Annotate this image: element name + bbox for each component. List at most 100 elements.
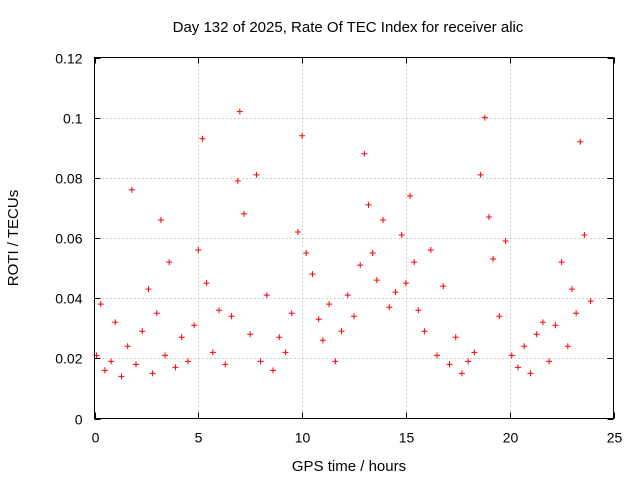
data-point <box>216 307 223 314</box>
data-point <box>270 367 277 374</box>
data-point <box>319 337 326 344</box>
data-point <box>577 138 584 145</box>
data-point <box>458 370 465 377</box>
data-point <box>332 358 339 365</box>
data-point <box>191 322 198 329</box>
data-point <box>471 349 478 356</box>
data-point <box>351 313 357 320</box>
data-point <box>402 280 409 287</box>
data-point <box>440 283 447 290</box>
x-tick-labels: 0 5 10 15 20 25 <box>92 430 623 446</box>
data-point <box>361 150 368 157</box>
data-point <box>533 331 540 338</box>
data-point <box>326 301 333 308</box>
data-point <box>392 289 399 296</box>
y-tick-label: 0.06 <box>55 231 82 247</box>
data-point <box>527 370 534 377</box>
data-point <box>434 352 441 359</box>
y-tick-label: 0.1 <box>63 111 83 127</box>
y-tick-label: 0.08 <box>55 171 82 187</box>
data-point <box>568 286 575 293</box>
data-point <box>380 216 387 223</box>
data-point <box>502 238 509 245</box>
data-point <box>199 135 206 142</box>
data-point <box>157 216 164 223</box>
data-point <box>203 280 210 287</box>
data-point <box>369 250 376 257</box>
x-tick-label: 25 <box>607 430 623 446</box>
data-point <box>398 231 405 238</box>
axis-ticks <box>94 57 615 420</box>
y-axis-label: ROTI / TECUs <box>5 190 22 286</box>
data-point <box>294 228 301 235</box>
grid-lines <box>94 57 614 419</box>
chart-title: Day 132 of 2025, Rate Of TEC Index for r… <box>173 19 524 36</box>
data-point <box>496 313 503 320</box>
data-point <box>477 171 484 178</box>
data-point <box>508 352 515 359</box>
data-point <box>222 361 229 368</box>
data-point <box>485 213 492 220</box>
data-point <box>427 247 434 254</box>
data-point <box>546 358 553 365</box>
data-point <box>515 364 522 371</box>
data-point <box>558 259 565 266</box>
data-point <box>195 247 202 254</box>
data-point <box>133 361 140 368</box>
data-point <box>184 358 191 365</box>
data-point <box>344 292 351 299</box>
x-tick-label: 5 <box>195 430 203 446</box>
data-point <box>162 352 169 359</box>
data-point <box>118 373 125 380</box>
data-point <box>101 367 108 374</box>
data-point <box>521 343 528 350</box>
data-point <box>145 286 152 293</box>
data-point <box>209 349 216 356</box>
x-tick-label: 15 <box>399 430 415 446</box>
data-point <box>288 310 295 317</box>
data-point <box>386 304 393 311</box>
data-point <box>315 316 322 323</box>
data-point <box>373 277 380 284</box>
data-point <box>253 171 260 178</box>
data-point <box>108 358 115 365</box>
data-point <box>365 201 372 208</box>
y-tick-label: 0.12 <box>55 51 82 67</box>
y-tick-label: 0.04 <box>55 291 82 307</box>
data-point <box>247 331 254 338</box>
data-point <box>452 334 459 341</box>
data-point <box>257 358 264 365</box>
data-point <box>97 301 104 308</box>
x-tick-label: 0 <box>92 430 100 446</box>
data-point <box>357 262 364 269</box>
data-point <box>552 322 559 329</box>
y-tick-label: 0 <box>75 412 83 428</box>
data-point <box>153 310 160 317</box>
data-point <box>282 349 289 356</box>
data-point <box>338 328 345 335</box>
x-tick-label: 10 <box>295 430 311 446</box>
data-point <box>172 364 179 371</box>
data-point <box>124 343 131 350</box>
x-tick-label: 20 <box>503 430 519 446</box>
data-point <box>112 319 119 326</box>
y-tick-labels: 0 0.02 0.04 0.06 0.08 0.1 0.12 <box>55 51 82 428</box>
data-point <box>228 313 235 320</box>
data-points <box>93 108 594 380</box>
data-point <box>166 259 173 266</box>
data-point <box>299 132 306 139</box>
plot-frame <box>94 57 614 419</box>
data-point <box>234 177 241 184</box>
data-point <box>446 361 453 368</box>
data-point <box>178 334 185 341</box>
data-point <box>539 319 546 326</box>
data-point <box>149 370 156 377</box>
data-point <box>263 292 270 299</box>
y-tick-label: 0.02 <box>55 351 82 367</box>
data-point <box>236 108 243 115</box>
data-point <box>465 358 472 365</box>
data-point <box>573 310 580 317</box>
data-point <box>481 114 488 121</box>
data-point <box>411 259 418 266</box>
data-point <box>128 186 135 193</box>
